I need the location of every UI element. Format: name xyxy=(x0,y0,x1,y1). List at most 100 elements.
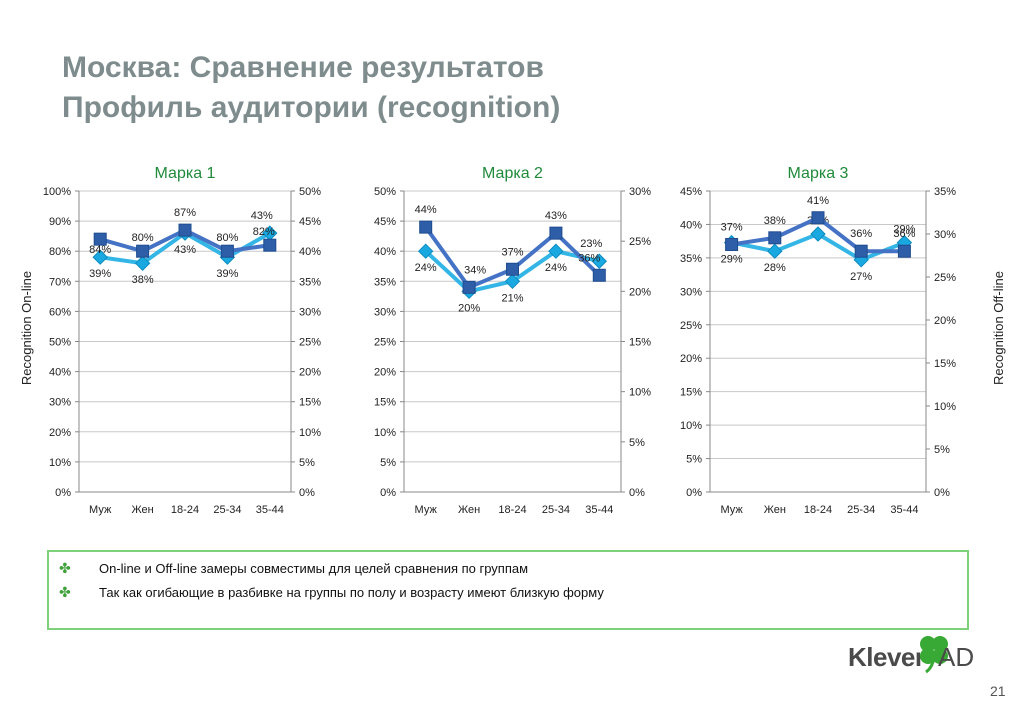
offline-data-label: 39% xyxy=(216,268,238,280)
left-tick-label: 10% xyxy=(374,427,396,439)
right-tick-label: 5% xyxy=(934,444,950,456)
online-data-label: 37% xyxy=(501,246,523,258)
online-data-label: 87% xyxy=(174,207,196,219)
offline-data-label: 29% xyxy=(721,254,743,266)
right-tick-label: 40% xyxy=(299,246,321,258)
online-point xyxy=(136,244,150,258)
left-tick-label: 20% xyxy=(680,353,702,365)
right-tick-label: 5% xyxy=(629,437,645,449)
x-tick-label: 18-24 xyxy=(804,504,832,516)
offline-point xyxy=(504,273,521,290)
x-tick-label: 35-44 xyxy=(256,504,284,516)
online-point xyxy=(725,238,739,252)
left-tick-label: 35% xyxy=(680,253,702,265)
online-point xyxy=(263,238,277,252)
right-tick-label: 25% xyxy=(629,236,651,248)
right-tick-label: 15% xyxy=(629,337,651,349)
left-tick-label: 50% xyxy=(374,186,396,198)
offline-point xyxy=(92,249,108,265)
left-tick-label: 40% xyxy=(49,367,71,379)
x-tick-label: 25-34 xyxy=(542,504,570,516)
left-tick-label: 40% xyxy=(680,219,702,231)
left-tick-label: 40% xyxy=(374,246,396,258)
left-tick-label: 35% xyxy=(374,276,396,288)
x-tick-label: 35-44 xyxy=(890,504,918,516)
page-number: 21 xyxy=(990,683,1006,699)
online-data-label: 41% xyxy=(807,195,829,207)
x-tick-label: Жен xyxy=(764,504,786,516)
slide-title: Москва: Сравнение результатов Профиль ау… xyxy=(62,48,560,128)
left-tick-label: 30% xyxy=(680,286,702,298)
left-tick-label: 90% xyxy=(49,216,71,228)
online-data-label: 37% xyxy=(721,222,743,234)
offline-data-label: 20% xyxy=(458,302,480,314)
offline-data-label: 24% xyxy=(415,262,437,274)
x-tick-label: Жен xyxy=(458,504,480,516)
right-tick-label: 10% xyxy=(629,387,651,399)
left-tick-label: 70% xyxy=(49,276,71,288)
right-tick-label: 10% xyxy=(934,401,956,413)
x-tick-label: 18-24 xyxy=(171,504,199,516)
left-tick-label: 10% xyxy=(680,420,702,432)
right-tick-label: 0% xyxy=(934,487,950,499)
x-tick-label: Муж xyxy=(89,504,112,516)
offline-data-label: 24% xyxy=(545,262,567,274)
online-data-label: 34% xyxy=(464,264,486,276)
left-tick-label: 20% xyxy=(374,367,396,379)
clover-logo-icon xyxy=(920,636,948,674)
chart-2: Марка 2 0% 5% 10% 15% 20% 25% 30% 35% 40% 45% 50% 0%… xyxy=(374,165,651,516)
online-data-label: 36% xyxy=(578,252,600,264)
offline-point xyxy=(591,253,608,269)
left-tick-label: 20% xyxy=(49,427,71,439)
logo-text: Klever xyxy=(848,642,925,672)
online-point xyxy=(897,244,911,258)
right-tick-label: 20% xyxy=(934,315,956,327)
right-tick-label: 0% xyxy=(299,487,315,499)
notes-box: ✤ On-line и Off-line замеры совместимы д… xyxy=(47,550,969,630)
note-text: Так как огибающие в разбивке на группы п… xyxy=(99,585,604,600)
x-tick-label: Муж xyxy=(720,504,743,516)
right-tick-label: 50% xyxy=(299,186,321,198)
right-tick-label: 10% xyxy=(299,427,321,439)
offline-data-label: 29% xyxy=(893,224,915,236)
right-tick-label: 35% xyxy=(934,186,956,198)
online-data-label: 80% xyxy=(132,232,154,244)
right-tick-label: 30% xyxy=(299,306,321,318)
offline-data-label: 38% xyxy=(132,274,154,286)
left-tick-label: 80% xyxy=(49,246,71,258)
clover-bullet-icon: ✤ xyxy=(59,560,71,576)
x-tick-label: 25-34 xyxy=(847,504,875,516)
offline-point xyxy=(134,255,151,271)
x-tick-label: Жен xyxy=(131,504,153,516)
offline-data-label: 43% xyxy=(174,244,196,256)
right-tick-label: 20% xyxy=(299,367,321,379)
offline-point xyxy=(767,243,783,259)
offline-data-label: 23% xyxy=(580,238,602,250)
chart-title: Марка 3 xyxy=(788,165,849,182)
online-point xyxy=(506,262,519,276)
note-text: On-line и Off-line замеры совместимы для… xyxy=(99,561,529,576)
left-tick-label: 0% xyxy=(686,487,702,499)
right-tick-label: 15% xyxy=(934,358,956,370)
offline-data-label: 27% xyxy=(850,271,872,283)
right-tick-label: 30% xyxy=(629,186,651,198)
kleverad-logo: Klever AD xyxy=(848,632,978,676)
left-tick-label: 0% xyxy=(55,487,71,499)
x-tick-label: 18-24 xyxy=(498,504,526,516)
online-point xyxy=(220,244,234,258)
right-tick-label: 25% xyxy=(934,272,956,284)
online-data-label: 80% xyxy=(216,232,238,244)
offline-data-label: 21% xyxy=(501,292,523,304)
online-data-label: 38% xyxy=(764,215,786,227)
offline-data-label: 39% xyxy=(89,268,111,280)
left-tick-label: 30% xyxy=(374,306,396,318)
offline-point xyxy=(548,243,564,259)
left-tick-label: 45% xyxy=(680,186,702,198)
online-point xyxy=(811,211,825,225)
online-data-label: 84% xyxy=(89,244,111,256)
online-point xyxy=(93,232,107,246)
left-tick-label: 25% xyxy=(374,337,396,349)
left-tick-label: 60% xyxy=(49,306,71,318)
x-tick-label: 35-44 xyxy=(585,504,613,516)
offline-point xyxy=(810,226,826,242)
